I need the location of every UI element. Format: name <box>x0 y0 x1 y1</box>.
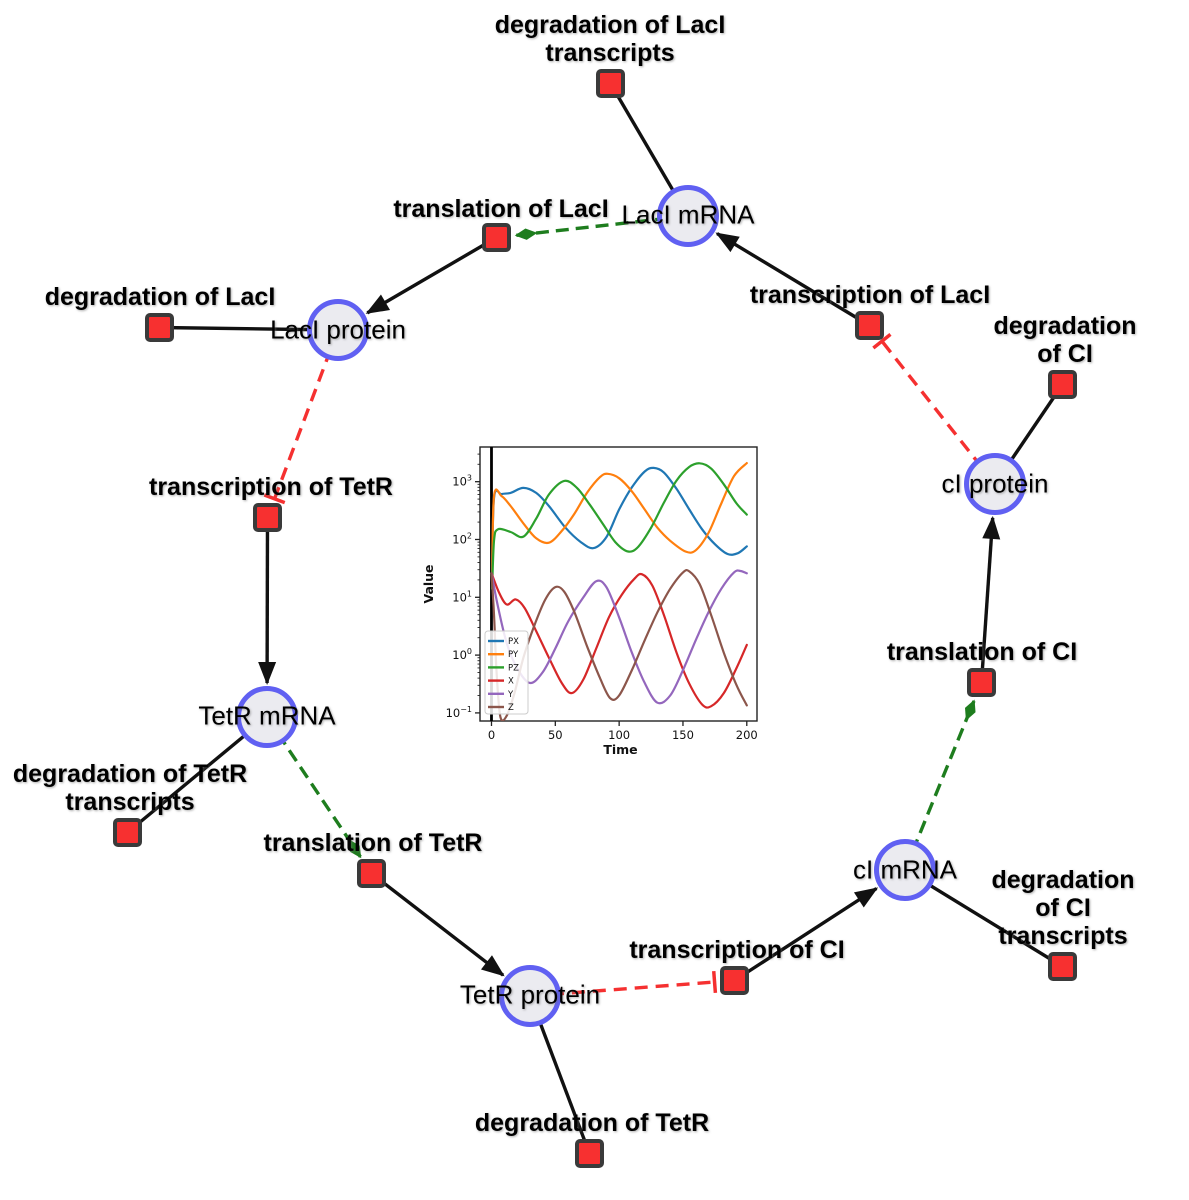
reaction-node-translation-ci[interactable] <box>967 668 996 697</box>
x-tick-label: 50 <box>548 728 563 742</box>
series-line-PX <box>491 466 748 584</box>
legend-label-PZ: PZ <box>508 663 519 673</box>
edge-transl_tetR-to-tetR_protein <box>370 872 505 977</box>
species-node-tetr-mrna[interactable] <box>236 686 298 748</box>
reaction-node-degradation-ci[interactable] <box>1048 370 1077 399</box>
x-tick-label: 100 <box>608 728 630 742</box>
edge-transc_lacI-to-lacI_mRNA <box>715 232 871 327</box>
reaction-node-degradation-laci-transcripts[interactable] <box>596 69 625 98</box>
reaction-node-translation-laci[interactable] <box>482 223 511 252</box>
series-line-PZ <box>491 462 748 590</box>
reaction-node-translation-tetr[interactable] <box>357 859 386 888</box>
legend-label-Y: Y <box>507 690 514 700</box>
legend-label-X: X <box>508 677 514 687</box>
x-tick-label: 150 <box>672 728 694 742</box>
species-node-ci-protein[interactable] <box>964 453 1026 515</box>
legend-label-PY: PY <box>508 650 519 660</box>
reaction-node-transcription-ci[interactable] <box>720 966 749 995</box>
legend-label-Z: Z <box>508 703 514 713</box>
y-tick-label: 103 <box>452 474 472 489</box>
y-tick-label: 101 <box>452 589 472 604</box>
species-node-tetr-protein[interactable] <box>499 965 561 1027</box>
x-tick-label: 200 <box>736 728 758 742</box>
legend-box <box>484 630 529 715</box>
species-node-laci-protein[interactable] <box>307 299 369 361</box>
edge-transc_cI-to-cI_mRNA <box>733 887 879 982</box>
reaction-node-degradation-tetr-transcripts[interactable] <box>113 818 142 847</box>
reaction-node-degradation-ci-transcripts[interactable] <box>1048 952 1077 981</box>
species-node-ci-mrna[interactable] <box>874 839 936 901</box>
edge-transl_lacI-to-lacI_protein <box>365 236 498 315</box>
y-tick-label: 102 <box>452 531 472 546</box>
legend-label-PX: PX <box>508 637 519 647</box>
y-axis-title: Value <box>421 564 436 603</box>
reaction-node-degradation-tetr[interactable] <box>575 1139 604 1168</box>
series-line-PY <box>491 462 748 584</box>
x-axis-title: Time <box>603 742 637 757</box>
x-tick-label: 0 <box>488 728 495 742</box>
reaction-node-transcription-tetr[interactable] <box>253 503 282 532</box>
y-tick-label: 10−1 <box>446 705 472 720</box>
species-node-laci-mrna[interactable] <box>657 185 719 247</box>
y-tick-label: 100 <box>452 647 472 662</box>
edge-transl_cI-to-cI_protein <box>979 515 1001 683</box>
reaction-node-degradation-laci[interactable] <box>145 313 174 342</box>
